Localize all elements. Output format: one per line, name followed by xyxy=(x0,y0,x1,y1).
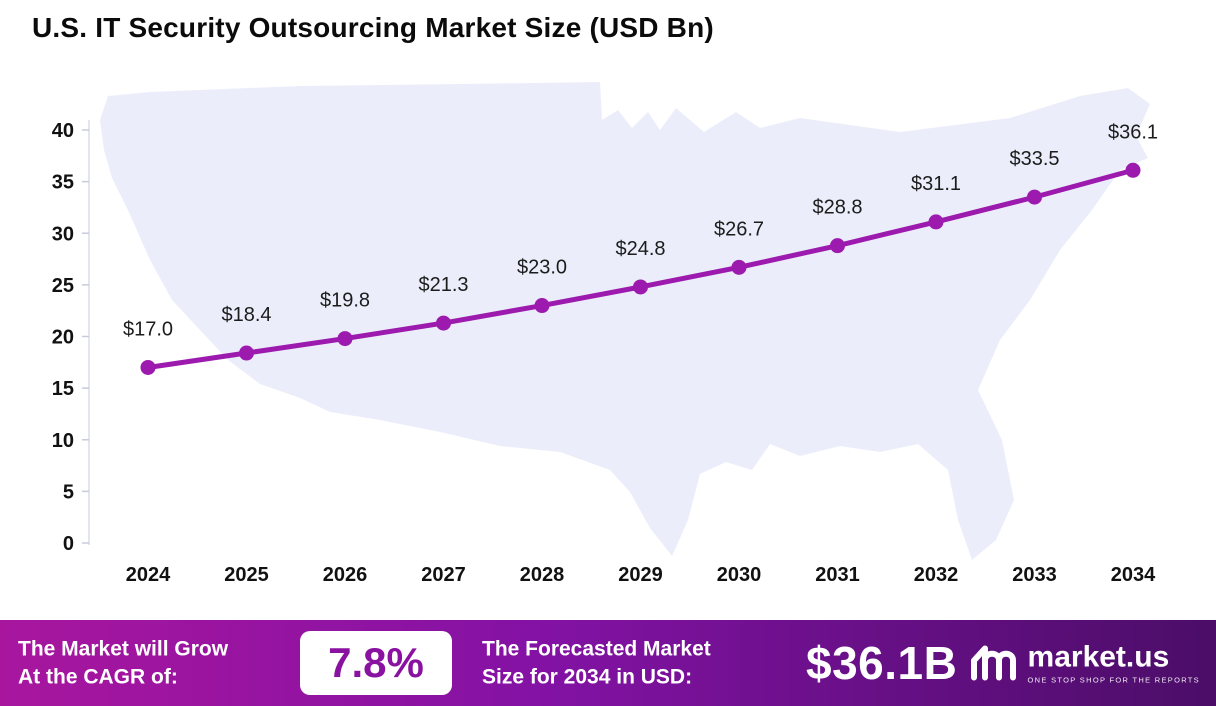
forecast-label: The Forecasted Market Size for 2034 in U… xyxy=(482,637,711,688)
line-chart: 0 5 10 15 20 25 30 35 40 2024 2025 2026 2027 2028 2029… xyxy=(52,82,1158,586)
cagr-value-box: 7.8% xyxy=(300,631,452,695)
data-label-2030: $26.7 xyxy=(714,218,764,240)
data-label-2028: $23.0 xyxy=(517,257,567,279)
brand-tagline: ONE STOP SHOP FOR THE REPORTS xyxy=(1027,675,1200,685)
x-tick-label-2028: 2028 xyxy=(520,564,565,586)
y-tick-label: 5 xyxy=(63,481,74,503)
data-point-2033 xyxy=(1027,189,1042,205)
x-tick-label-2029: 2029 xyxy=(618,564,663,586)
x-tick-label-2034: 2034 xyxy=(1111,564,1156,586)
usa-map-silhouette xyxy=(100,82,1150,560)
x-tick-label-2033: 2033 xyxy=(1012,564,1057,586)
y-tick-label: 20 xyxy=(52,327,74,349)
data-point-2028 xyxy=(534,298,550,314)
data-label-2032: $31.1 xyxy=(911,173,961,195)
data-label-2026: $19.8 xyxy=(320,290,370,312)
y-tick-label: 0 xyxy=(63,533,74,555)
data-point-2027 xyxy=(436,315,451,331)
forecast-value: $36.1B xyxy=(806,637,958,689)
data-point-2030 xyxy=(731,259,747,275)
data-label-2027: $21.3 xyxy=(418,274,468,296)
market-us-logo[interactable]: market.us ONE STOP SHOP FOR THE REPORTS xyxy=(968,640,1200,687)
data-label-2029: $24.8 xyxy=(615,238,665,260)
x-tick-label-2030: 2030 xyxy=(717,564,762,586)
data-point-2024 xyxy=(140,359,156,375)
data-label-2033: $33.5 xyxy=(1009,148,1059,170)
y-tick-label: 15 xyxy=(52,378,74,400)
data-label-2031: $28.8 xyxy=(812,197,862,219)
y-tick-label: 35 xyxy=(52,172,74,194)
brand-wordmark: market.us xyxy=(1027,640,1170,674)
series-layer: $17.0 $18.4 $19.8 $21.3 $23.0 $24.8 $26.7 $28.8… xyxy=(123,121,1158,375)
market-us-logo-icon xyxy=(968,640,1018,687)
data-point-2026 xyxy=(337,331,353,347)
x-tick-label-2032: 2032 xyxy=(914,564,959,586)
data-point-2032 xyxy=(928,214,944,230)
data-label-2025: $18.4 xyxy=(221,304,271,326)
data-point-2029 xyxy=(633,279,648,295)
data-label-2034: $36.1 xyxy=(1108,121,1158,143)
x-tick-label-2025: 2025 xyxy=(224,564,269,586)
x-tick-label-2024: 2024 xyxy=(126,564,171,586)
y-tick-label: 25 xyxy=(52,275,74,297)
y-tick-label: 40 xyxy=(52,120,74,142)
x-tick-label-2026: 2026 xyxy=(323,564,368,586)
x-tick-label-2031: 2031 xyxy=(815,564,860,586)
data-point-2034 xyxy=(1125,162,1141,178)
chart-title: U.S. IT Security Outsourcing Market Size… xyxy=(32,12,714,43)
cagr-label: The Market will Grow At the CAGR of: xyxy=(18,637,229,688)
y-tick-label: 30 xyxy=(52,223,74,245)
x-tick-label-2027: 2027 xyxy=(421,564,466,586)
cagr-value: 7.8% xyxy=(328,639,424,686)
data-point-2025 xyxy=(239,345,254,361)
data-point-2031 xyxy=(830,238,845,254)
y-tick-label: 10 xyxy=(52,430,74,452)
footer-banner: The Market will Grow At the CAGR of: 7.8… xyxy=(0,620,1216,706)
data-label-2024: $17.0 xyxy=(123,318,173,340)
